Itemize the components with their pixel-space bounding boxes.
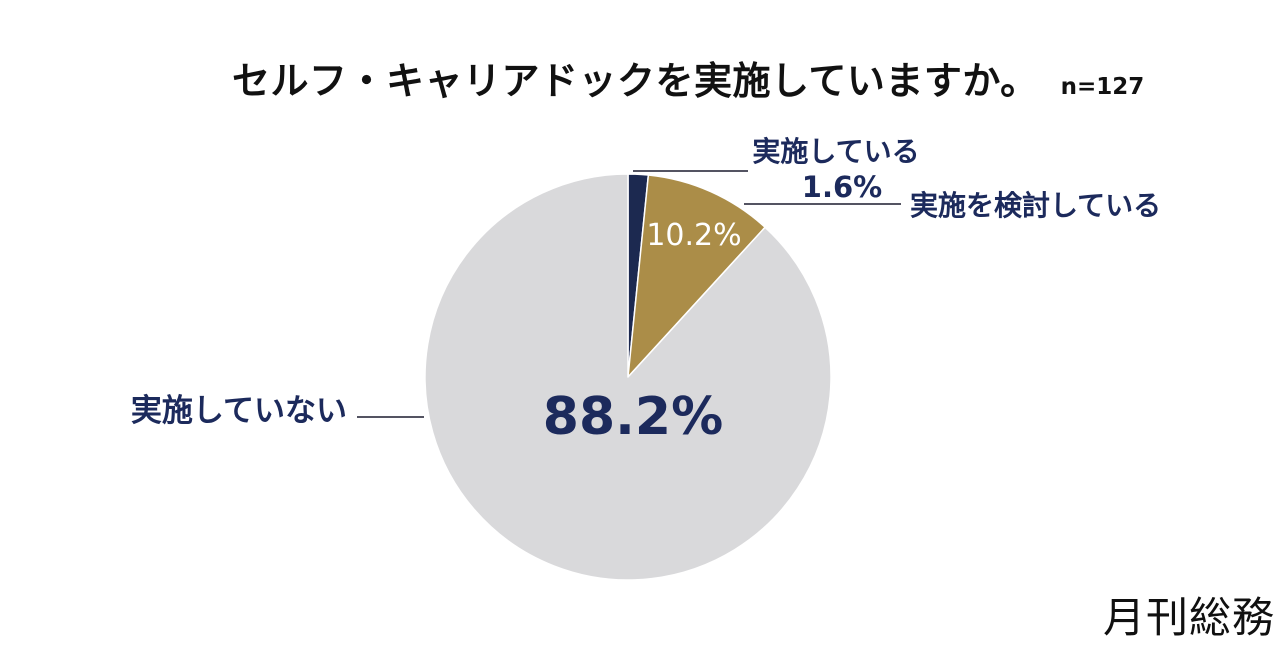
slice-value-implementing: 1.6%	[801, 170, 883, 204]
sample-size-label: n=127	[1060, 74, 1145, 100]
slice-value-considering: 10.2%	[646, 218, 742, 253]
chart-title: セルフ・キャリアドックを実施していますか。	[232, 59, 1039, 103]
chart-header: セルフ・キャリアドックを実施していますか。 n=127	[232, 50, 1144, 105]
slice-label-considering: 実施を検討している	[910, 189, 1162, 222]
slice-label-implementing: 実施している	[752, 135, 920, 168]
slice-label-not-implementing: 実施していない	[130, 393, 347, 429]
slice-value-not-implementing: 88.2%	[542, 387, 724, 447]
pie-slice-2	[424, 173, 832, 581]
pie-slice-1	[627, 174, 766, 378]
brand-logo: 月刊総務	[1103, 594, 1276, 641]
pie-chart	[424, 173, 832, 581]
